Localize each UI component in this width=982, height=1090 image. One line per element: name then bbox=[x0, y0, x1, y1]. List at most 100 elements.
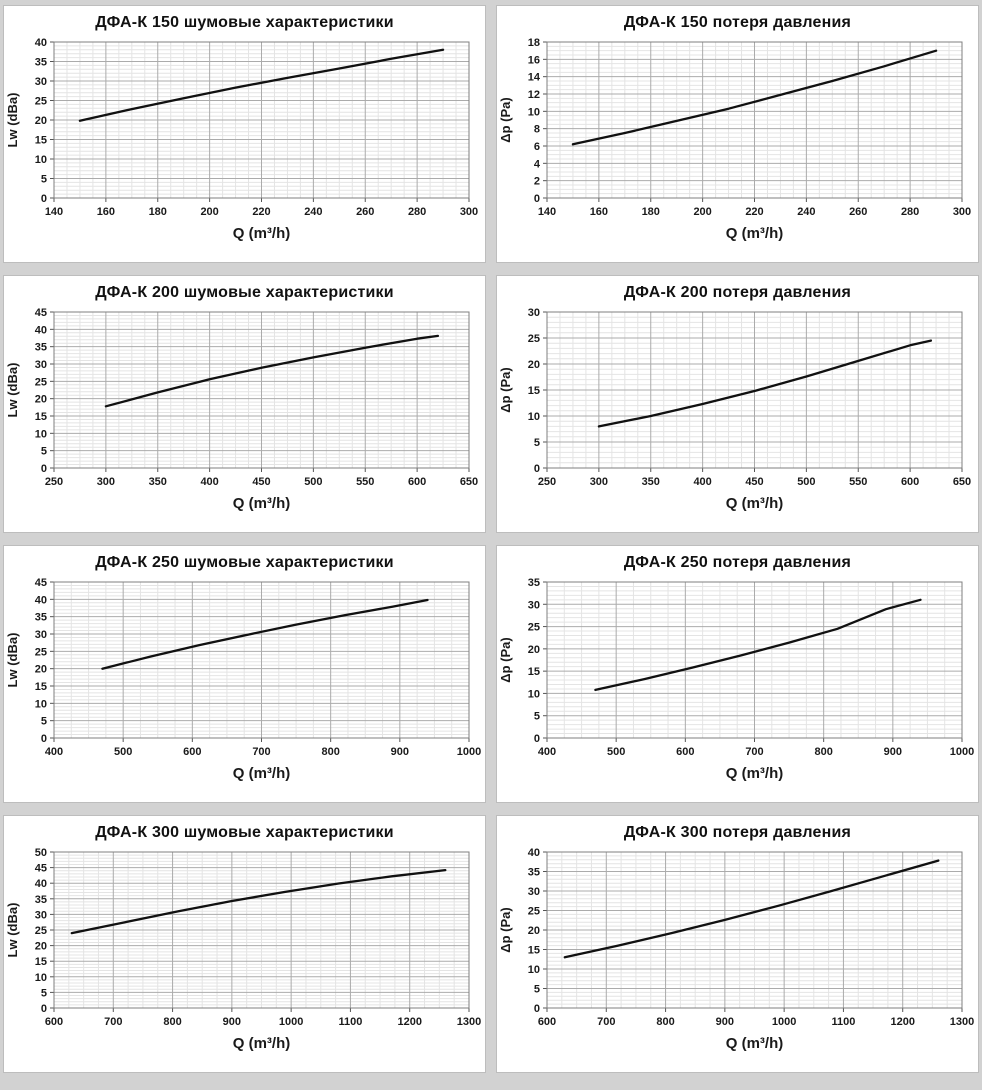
x-axis-label: Q (m³/h) bbox=[726, 225, 784, 242]
x-tick-label: 400 bbox=[200, 476, 218, 488]
chart-svg: 140 160 180 200 220 240 260 280 300 0 2 4 6 8 10 12 14 16… bbox=[498, 37, 971, 242]
y-tick-label: 15 bbox=[528, 666, 540, 678]
chart-title: ДФА-К 150 шумовые характеристики bbox=[95, 14, 394, 31]
plot-border bbox=[546, 41, 963, 199]
y-tick-label: 10 bbox=[528, 106, 540, 118]
x-tick-label: 180 bbox=[149, 206, 167, 218]
y-axis-label: Lw (dBa) bbox=[5, 93, 20, 148]
x-tick-label: 220 bbox=[745, 206, 763, 218]
plot-border bbox=[546, 311, 963, 469]
x-tick-label: 1300 bbox=[457, 1016, 481, 1028]
y-tick-label: 20 bbox=[528, 925, 540, 937]
x-tick-label: 800 bbox=[163, 1016, 181, 1028]
y-tick-label: 35 bbox=[528, 577, 540, 589]
chart-panel-dfa-k-250-pressure: ДФА-К 250 потеря давления 400 500 600 700 80… bbox=[496, 545, 979, 803]
x-tick-label: 600 bbox=[676, 746, 694, 758]
noise-chart-300-plot: 600 700 800 900 1000 1100 1200 1300 0 5 10 15 20 25 30… bbox=[4, 844, 485, 1056]
x-tick-label: 900 bbox=[884, 746, 902, 758]
y-tick-label: 10 bbox=[35, 972, 47, 984]
plot-border bbox=[53, 581, 470, 739]
y-tick-label: 30 bbox=[35, 359, 47, 371]
chart-panel-dfa-k-150-pressure: ДФА-К 150 потеря давления 140 160 180 200 22… bbox=[496, 5, 979, 263]
data-curve bbox=[101, 598, 429, 670]
x-tick-label: 1300 bbox=[950, 1016, 974, 1028]
x-tick-label: 1000 bbox=[950, 746, 974, 758]
pressure-chart-300-plot: 600 700 800 900 1000 1100 1200 1300 0 5 10 15 20 25 30… bbox=[497, 844, 978, 1056]
chart-panel-dfa-k-200-noise: ДФА-К 200 шумовые характеристики 250 300 3… bbox=[3, 275, 486, 533]
x-tick-label: 400 bbox=[538, 746, 556, 758]
data-curve bbox=[563, 859, 940, 959]
x-axis-label: Q (m³/h) bbox=[233, 225, 291, 242]
chart-title: ДФА-К 300 шумовые характеристики bbox=[95, 824, 394, 841]
x-tick-label: 500 bbox=[304, 476, 322, 488]
x-axis-label: Q (m³/h) bbox=[726, 1035, 784, 1052]
data-curve bbox=[70, 868, 447, 935]
data-curve bbox=[78, 48, 445, 122]
y-tick-label: 45 bbox=[35, 863, 47, 875]
chart-panel-dfa-k-150-noise: ДФА-К 150 шумовые характеристики 140 160 1… bbox=[3, 5, 486, 263]
y-tick-label: 45 bbox=[35, 307, 47, 319]
y-tick-label: 35 bbox=[35, 57, 47, 69]
x-tick-label: 550 bbox=[849, 476, 867, 488]
y-tick-label: 15 bbox=[35, 135, 47, 147]
noise-chart-250-plot: 400 500 600 700 800 900 1000 0 5 10 15 20 25 30 35 40 45… bbox=[4, 574, 485, 786]
y-tick-label: 5 bbox=[534, 984, 540, 996]
y-tick-label: 20 bbox=[35, 664, 47, 676]
y-tick-label: 15 bbox=[528, 945, 540, 957]
x-tick-label: 600 bbox=[538, 1016, 556, 1028]
chart-svg: 250 300 350 400 450 500 550 600 650 0 5 10 15 20 25 30 3… bbox=[5, 307, 478, 512]
x-tick-label: 900 bbox=[223, 1016, 241, 1028]
y-tick-label: 25 bbox=[35, 96, 47, 108]
plot-border bbox=[53, 311, 470, 469]
y-tick-label: 35 bbox=[35, 894, 47, 906]
x-tick-label: 160 bbox=[590, 206, 608, 218]
x-axis-label: Q (m³/h) bbox=[233, 495, 291, 512]
x-tick-label: 450 bbox=[745, 476, 763, 488]
y-tick-label: 30 bbox=[35, 76, 47, 88]
y-tick-label: 0 bbox=[534, 193, 540, 205]
x-tick-label: 350 bbox=[642, 476, 660, 488]
y-tick-label: 0 bbox=[41, 1003, 47, 1015]
y-tick-label: 25 bbox=[35, 376, 47, 388]
chart-panel-dfa-k-250-noise: ДФА-К 250 шумовые характеристики 400 500 6… bbox=[3, 545, 486, 803]
x-tick-label: 260 bbox=[356, 206, 374, 218]
y-tick-label: 5 bbox=[534, 437, 540, 449]
x-tick-label: 250 bbox=[538, 476, 556, 488]
x-tick-label: 1200 bbox=[890, 1016, 914, 1028]
x-tick-label: 1000 bbox=[772, 1016, 796, 1028]
y-tick-label: 10 bbox=[35, 698, 47, 710]
chart-title: ДФА-К 200 потеря давления bbox=[623, 284, 852, 301]
x-axis-label: Q (m³/h) bbox=[233, 765, 291, 782]
y-tick-label: 25 bbox=[528, 333, 540, 345]
y-tick-label: 40 bbox=[528, 847, 540, 859]
y-tick-label: 30 bbox=[528, 307, 540, 319]
charts-grid: ДФА-К 150 шумовые характеристики 140 160 1… bbox=[3, 5, 979, 1073]
plot-border bbox=[53, 41, 470, 199]
x-tick-label: 500 bbox=[797, 476, 815, 488]
x-tick-label: 1100 bbox=[338, 1016, 362, 1028]
noise-chart-200-plot: 250 300 350 400 450 500 550 600 650 0 5 10 15 20 25 30 3… bbox=[4, 304, 485, 516]
y-tick-label: 30 bbox=[528, 599, 540, 611]
y-tick-label: 30 bbox=[35, 629, 47, 641]
x-tick-label: 140 bbox=[538, 206, 556, 218]
y-tick-label: 5 bbox=[534, 711, 540, 723]
chart-svg: 400 500 600 700 800 900 1000 0 5 10 15 20 25 30 35 Q (m… bbox=[498, 577, 974, 782]
y-tick-label: 10 bbox=[35, 154, 47, 166]
y-tick-label: 40 bbox=[35, 37, 47, 49]
x-tick-label: 400 bbox=[693, 476, 711, 488]
x-tick-label: 500 bbox=[607, 746, 625, 758]
data-curve bbox=[597, 339, 933, 428]
x-tick-label: 650 bbox=[460, 476, 478, 488]
y-axis-label: Lw (dBa) bbox=[5, 363, 20, 418]
x-tick-label: 250 bbox=[45, 476, 63, 488]
y-tick-label: 15 bbox=[35, 411, 47, 423]
y-tick-label: 5 bbox=[41, 716, 47, 728]
y-tick-label: 5 bbox=[41, 987, 47, 999]
x-axis-label: Q (m³/h) bbox=[233, 1035, 291, 1052]
y-tick-label: 25 bbox=[35, 646, 47, 658]
chart-title: ДФА-К 250 потеря давления bbox=[623, 554, 852, 571]
x-tick-label: 600 bbox=[408, 476, 426, 488]
x-tick-label: 1200 bbox=[397, 1016, 421, 1028]
y-tick-label: 40 bbox=[35, 324, 47, 336]
y-tick-label: 2 bbox=[534, 176, 540, 188]
